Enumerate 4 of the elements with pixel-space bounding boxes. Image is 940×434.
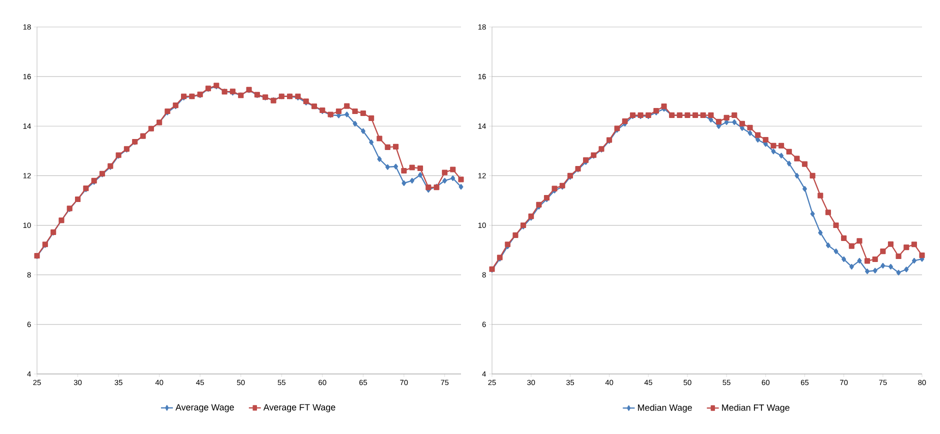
legend-label: Median Wage <box>638 404 692 413</box>
legend-label: Average Wage <box>175 404 234 412</box>
legend-label: Median FT Wage <box>722 404 790 413</box>
legend-label: Average FT Wage <box>263 404 336 412</box>
